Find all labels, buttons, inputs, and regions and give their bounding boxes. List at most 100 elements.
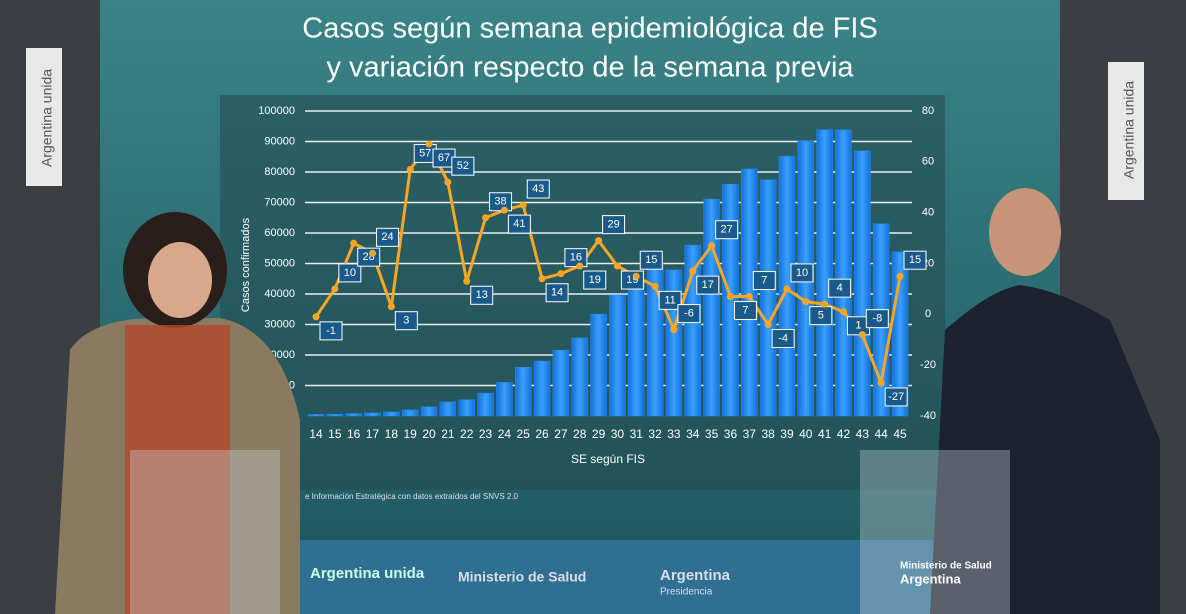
x-tick-label: 16 bbox=[347, 427, 361, 441]
x-tick-label: 14 bbox=[309, 427, 323, 441]
x-tick-label: 36 bbox=[724, 427, 738, 441]
y-tick-label: 50000 bbox=[264, 257, 295, 269]
x-tick-label: 45 bbox=[893, 427, 907, 441]
line-point bbox=[896, 272, 904, 280]
data-label: 38 bbox=[494, 196, 506, 208]
chart-title: y variación respecto de la semana previa bbox=[326, 52, 854, 84]
y2-tick-label: -40 bbox=[920, 410, 936, 422]
bar bbox=[307, 414, 325, 417]
line-point bbox=[500, 206, 508, 214]
data-label-box bbox=[376, 227, 400, 247]
line-point bbox=[839, 308, 847, 316]
line-point bbox=[726, 293, 734, 301]
data-label: -1 bbox=[326, 325, 336, 337]
x-tick-label: 38 bbox=[761, 427, 775, 441]
data-label-box bbox=[677, 304, 701, 324]
line-point bbox=[369, 249, 377, 257]
data-label-box bbox=[526, 179, 550, 199]
bottom-text: Argentina unida bbox=[310, 565, 425, 582]
line-point bbox=[482, 214, 490, 222]
bar bbox=[759, 179, 777, 417]
bar bbox=[345, 413, 362, 417]
bottom-text: Argentina bbox=[660, 567, 731, 584]
data-label: 13 bbox=[476, 289, 488, 301]
data-label: 67 bbox=[438, 152, 450, 164]
y-tick-label: 90000 bbox=[264, 135, 295, 147]
y-tick-label: 60000 bbox=[264, 227, 295, 239]
data-label-box bbox=[752, 271, 776, 291]
bar bbox=[383, 411, 400, 417]
line-point bbox=[538, 275, 546, 283]
data-label: 3 bbox=[403, 315, 409, 327]
y2-tick-label: 60 bbox=[922, 156, 934, 168]
bar bbox=[854, 150, 871, 417]
y2-tick-label: 40 bbox=[922, 207, 934, 219]
line-point bbox=[331, 285, 339, 293]
data-label-box bbox=[771, 329, 795, 348]
x-tick-label: 28 bbox=[573, 427, 587, 441]
data-label: 41 bbox=[513, 218, 525, 230]
line-point bbox=[387, 303, 395, 311]
data-label-box bbox=[319, 321, 343, 341]
x-tick-label: 40 bbox=[799, 427, 813, 441]
right-banner-box bbox=[1108, 62, 1144, 200]
data-label: 24 bbox=[381, 231, 393, 243]
y-tick-label: 70000 bbox=[264, 196, 295, 208]
line-point bbox=[764, 321, 772, 328]
bar bbox=[571, 337, 588, 417]
data-label: 15 bbox=[645, 254, 657, 266]
data-label-box bbox=[394, 311, 418, 331]
x-tick-label: 42 bbox=[837, 427, 851, 441]
data-label: -6 bbox=[684, 307, 694, 319]
x-tick-label: 23 bbox=[479, 427, 493, 441]
data-label: 17 bbox=[702, 279, 714, 291]
x-tick-label: 44 bbox=[874, 427, 888, 441]
data-label-box bbox=[338, 263, 362, 283]
line-point bbox=[670, 326, 678, 334]
data-label: 7 bbox=[761, 274, 767, 286]
line-point bbox=[651, 282, 659, 290]
x-tick-label: 27 bbox=[554, 427, 568, 441]
line-point bbox=[444, 178, 452, 186]
chart-title: Casos según semana epidemiológica de FIS bbox=[302, 13, 878, 45]
x-tick-label: 33 bbox=[667, 427, 681, 441]
y-tick-label: 30000 bbox=[264, 318, 295, 330]
data-label: 10 bbox=[796, 267, 808, 279]
x-tick-label: 17 bbox=[366, 427, 380, 441]
data-label-box bbox=[583, 270, 607, 290]
data-label-box bbox=[451, 156, 475, 176]
data-label: 52 bbox=[457, 160, 469, 172]
data-label: 15 bbox=[909, 254, 921, 266]
bar bbox=[514, 366, 532, 417]
data-label: 27 bbox=[720, 224, 732, 236]
chart: Casos según semana epidemiológica de FIS… bbox=[240, 13, 936, 501]
x-tick-label: 31 bbox=[630, 427, 644, 441]
line-point bbox=[821, 300, 829, 308]
data-label: 10 bbox=[344, 267, 356, 279]
x-tick-label: 39 bbox=[780, 427, 794, 441]
bar bbox=[722, 183, 739, 417]
person-left-scarf bbox=[125, 325, 230, 614]
data-label: 19 bbox=[589, 274, 601, 286]
data-label: -4 bbox=[778, 332, 788, 344]
x-axis-label: SE según FIS bbox=[571, 452, 645, 466]
bottom-text: Presidencia bbox=[660, 587, 713, 598]
right-banner: Argentina unida bbox=[1121, 81, 1137, 179]
line-point bbox=[632, 272, 640, 280]
data-label-box bbox=[715, 220, 739, 240]
bar bbox=[835, 129, 852, 417]
x-tick-label: 25 bbox=[517, 427, 531, 441]
data-label: 43 bbox=[532, 183, 544, 195]
bar bbox=[741, 168, 758, 417]
line-point bbox=[595, 237, 603, 245]
data-label: -27 bbox=[888, 391, 904, 403]
line-point bbox=[802, 298, 810, 306]
line-point bbox=[312, 313, 320, 321]
line-point bbox=[689, 267, 697, 275]
bar bbox=[496, 382, 513, 417]
data-label-box bbox=[639, 250, 663, 270]
bar bbox=[439, 401, 457, 417]
data-label: 4 bbox=[837, 282, 843, 294]
line-point bbox=[858, 331, 866, 339]
